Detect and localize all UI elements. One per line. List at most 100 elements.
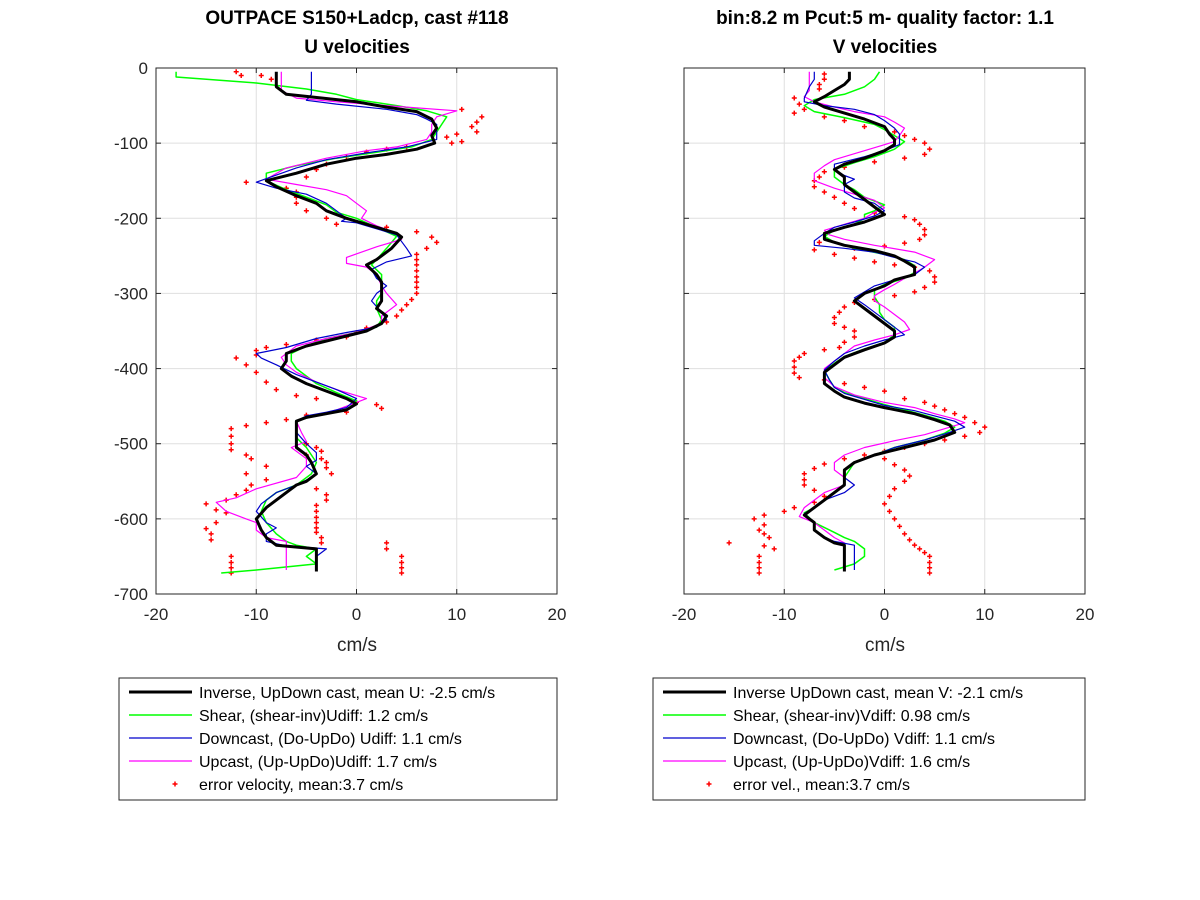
error-velocity-point xyxy=(836,309,842,315)
error-velocity-point xyxy=(409,296,415,302)
u-panel-title-line1: OUTPACE S150+Ladcp, cast #118 xyxy=(205,8,508,29)
error-velocity-point xyxy=(821,189,827,195)
legend-label: Shear, (shear-inv)Udiff: 1.2 cm/s xyxy=(199,708,428,725)
u-ticks: -20 -10 0 10 200-100-200-300-400-500-600-700 xyxy=(114,59,566,624)
error-velocity-point xyxy=(323,215,329,221)
error-velocity-point xyxy=(414,268,420,274)
error-velocity-point xyxy=(248,456,254,462)
x-tick-label: -10 xyxy=(244,605,269,624)
u-legend: Inverse, UpDown cast, mean U: -2.5 cm/s S… xyxy=(118,677,558,801)
legend-label: error vel., mean:3.7 cm/s xyxy=(733,777,910,794)
error-velocity-point xyxy=(424,245,430,251)
error-velocity-point xyxy=(459,139,465,145)
error-velocity-point xyxy=(821,71,827,77)
error-velocity-point xyxy=(414,290,420,296)
error-velocity-point xyxy=(318,448,324,454)
error-velocity-point xyxy=(253,348,259,354)
error-velocity-point xyxy=(801,471,807,477)
error-velocity-point xyxy=(977,429,983,435)
error-velocity-point xyxy=(902,531,908,537)
error-velocity-point xyxy=(228,565,234,571)
v-legend: Inverse UpDown cast, mean V: -2.1 cm/s Sh… xyxy=(652,677,1086,801)
error-velocity-point xyxy=(882,456,887,462)
error-velocity-point xyxy=(791,95,797,101)
error-velocity-point xyxy=(414,262,420,268)
error-velocity-point xyxy=(851,334,857,340)
error-velocity-point xyxy=(203,501,209,507)
error-velocity-point xyxy=(841,381,847,387)
error-velocity-point xyxy=(756,527,762,533)
error-velocity-point xyxy=(283,342,289,348)
error-velocity-point xyxy=(243,179,249,185)
error-velocity-point xyxy=(922,151,928,157)
error-velocity-point xyxy=(962,414,968,420)
error-velocity-point xyxy=(303,174,309,180)
error-velocity-point xyxy=(841,456,847,462)
y-tick-label: -500 xyxy=(114,435,148,454)
error-velocity-point xyxy=(313,444,319,450)
error-velocity-point xyxy=(323,465,329,471)
series-line-0 xyxy=(802,71,957,572)
error-velocity-point xyxy=(213,520,219,526)
error-velocity-point xyxy=(263,379,269,385)
error-velocity-point xyxy=(228,559,234,565)
error-velocity-point xyxy=(922,550,928,556)
error-velocity-point xyxy=(902,467,908,473)
y-tick-label: -600 xyxy=(114,510,148,529)
series-line-3 xyxy=(215,71,458,570)
error-velocity-point xyxy=(268,76,274,82)
error-velocity-point xyxy=(781,508,787,514)
error-velocity-point xyxy=(414,251,420,257)
error-velocity-point xyxy=(479,114,485,120)
error-velocity-point xyxy=(414,284,420,290)
error-velocity-point xyxy=(902,478,908,484)
error-velocity-point xyxy=(952,411,958,417)
y-tick-label: -300 xyxy=(114,284,148,303)
error-velocity-point xyxy=(394,313,400,319)
u-x-axis-label: cm/s xyxy=(337,635,377,656)
error-velocity-point xyxy=(882,501,887,507)
error-velocity-point xyxy=(243,362,249,368)
error-velocity-point xyxy=(801,477,807,483)
error-velocity-point xyxy=(882,243,887,249)
error-velocity-point xyxy=(318,540,324,546)
error-velocity-point xyxy=(434,239,440,245)
error-velocity-point xyxy=(902,396,908,402)
error-velocity-point xyxy=(861,384,867,390)
error-velocity-point xyxy=(816,239,822,245)
error-velocity-point xyxy=(238,73,244,79)
x-tick-label: 10 xyxy=(975,605,994,624)
legend-label: Downcast, (Do-UpDo) Vdiff: 1.1 cm/s xyxy=(733,731,995,748)
error-velocity-point xyxy=(821,461,827,467)
error-velocity-point xyxy=(912,136,918,142)
error-velocity-point xyxy=(203,526,209,532)
error-velocity-point xyxy=(726,540,732,546)
error-velocity-point xyxy=(273,387,279,393)
error-velocity-point xyxy=(791,110,797,116)
error-velocity-point xyxy=(927,268,933,274)
error-velocity-point xyxy=(912,542,918,548)
error-velocity-point xyxy=(917,221,923,227)
error-velocity-point xyxy=(293,200,299,206)
error-velocity-point xyxy=(887,508,893,514)
error-velocity-point xyxy=(942,407,948,413)
v-panel-title-line2: V velocities xyxy=(833,37,938,58)
error-velocity-point xyxy=(756,559,762,565)
error-velocity-point xyxy=(801,106,807,112)
error-velocity-point xyxy=(922,399,928,405)
error-velocity-point xyxy=(791,505,797,511)
error-velocity-point xyxy=(454,131,460,137)
error-velocity-point xyxy=(836,345,842,351)
legend-label: Upcast, (Up-UpDo)Vdiff: 1.6 cm/s xyxy=(733,754,970,771)
y-tick-label: -700 xyxy=(114,585,148,604)
error-velocity-point xyxy=(796,101,802,107)
legend-marker-error xyxy=(172,781,178,787)
error-velocity-point xyxy=(414,279,420,285)
error-velocity-point xyxy=(927,565,933,571)
error-velocity-point xyxy=(213,507,219,513)
error-velocity-point xyxy=(243,452,249,458)
v-x-axis-label: cm/s xyxy=(865,635,905,656)
error-velocity-point xyxy=(811,487,817,493)
error-velocity-point xyxy=(897,523,903,529)
